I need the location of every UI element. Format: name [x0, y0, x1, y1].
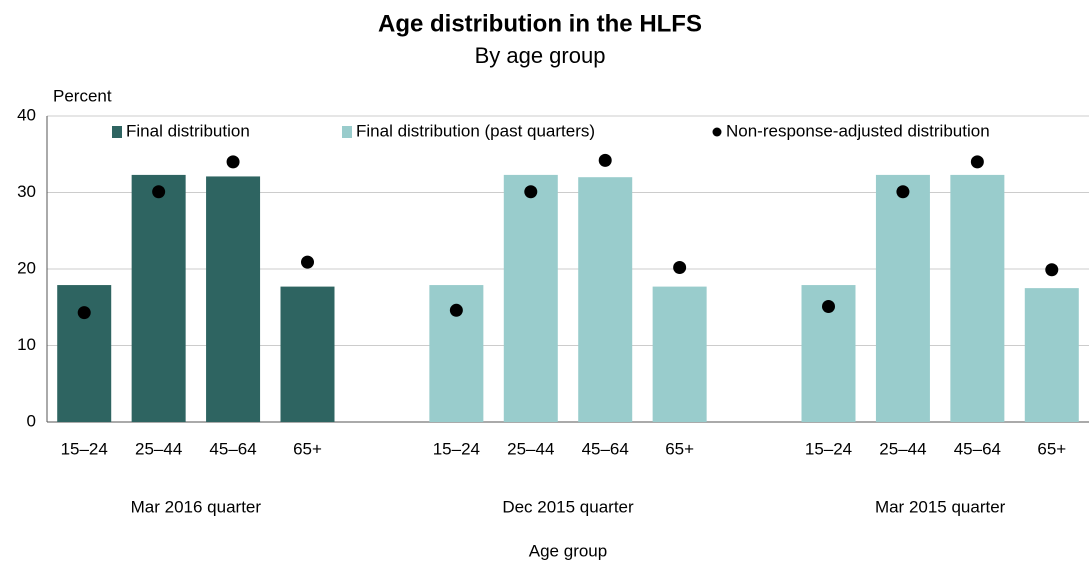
bar: [1024, 288, 1079, 422]
dot: [822, 299, 835, 313]
x-tick-label: 45–64: [209, 439, 256, 458]
legend-marker: [112, 126, 122, 138]
dot: [524, 185, 538, 199]
bar: [503, 174, 558, 422]
x-tick-label: 15–24: [805, 439, 852, 458]
chart-title: Age distribution in the HLFS: [378, 10, 702, 37]
x-tick-label: 25–44: [507, 439, 554, 458]
legend-label: Non-response-adjusted distribution: [726, 121, 990, 140]
x-tick-label: 25–44: [135, 439, 182, 458]
group-label: Mar 2016 quarter: [131, 497, 262, 516]
bar: [875, 174, 930, 422]
legend-marker: [712, 127, 722, 137]
legend-label: Final distribution (past quarters): [356, 121, 595, 140]
group-label: Dec 2015 quarter: [502, 497, 634, 516]
bar: [578, 177, 633, 422]
legend-marker: [342, 126, 352, 138]
y-tick-label: 40: [17, 105, 36, 124]
x-tick-label: 15–24: [433, 439, 480, 458]
dot: [1045, 263, 1059, 277]
bar: [950, 174, 1005, 422]
x-tick-label: 65+: [293, 439, 322, 458]
y-tick-label: 20: [17, 258, 36, 277]
y-tick-label: 30: [17, 182, 36, 201]
y-tick-label: 10: [17, 335, 36, 354]
bar: [131, 174, 186, 422]
group-label: Mar 2015 quarter: [875, 497, 1006, 516]
dot: [77, 306, 91, 320]
dot: [673, 260, 687, 274]
y-axis-label: Percent: [53, 86, 112, 105]
x-axis-label: Age group: [529, 541, 607, 560]
bar: [57, 285, 112, 422]
dot: [152, 185, 166, 199]
x-tick-label: 65+: [1037, 439, 1066, 458]
y-tick-label: 0: [27, 411, 36, 430]
bar: [652, 286, 707, 422]
dot: [598, 153, 612, 167]
chart-subtitle: By age group: [475, 43, 606, 68]
dot: [896, 185, 910, 199]
bar: [280, 286, 335, 422]
dot: [970, 155, 984, 169]
x-tick-label: 45–64: [954, 439, 1001, 458]
x-tick-label: 25–44: [879, 439, 926, 458]
dot: [449, 303, 463, 317]
dot: [301, 255, 314, 269]
x-tick-label: 45–64: [582, 439, 629, 458]
legend-label: Final distribution: [126, 121, 250, 140]
x-tick-label: 15–24: [61, 439, 108, 458]
x-tick-label: 65+: [665, 439, 694, 458]
dot: [226, 155, 240, 169]
bar: [206, 176, 261, 422]
